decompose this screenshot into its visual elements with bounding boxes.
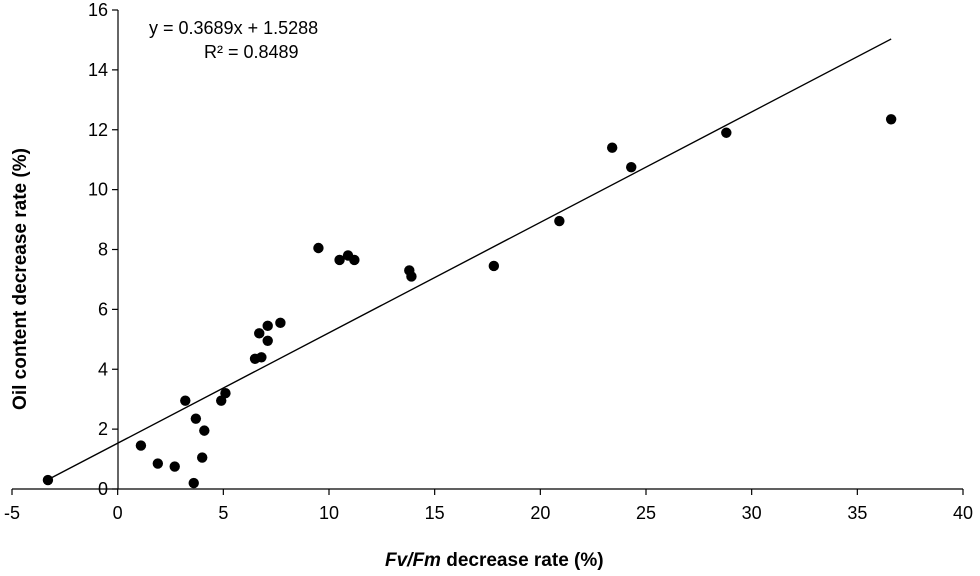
data-point [42,474,54,486]
data-point [180,395,191,406]
data-point [135,440,147,451]
y-tick-label: 12 [88,120,108,140]
y-tick-label: 6 [98,299,108,319]
x-axis: -5 0 5 10 15 20 25 30 35 40 [4,488,973,523]
r-squared-label: R² = 0.8489 [204,42,299,62]
data-point [220,388,231,399]
trendline-equation: y = 0.3689x + 1.5288 [149,18,318,38]
x-tick-label: 0 [113,503,123,523]
data-point [254,328,265,339]
data-point [188,477,199,489]
x-tick-label: 30 [742,503,762,523]
data-point [275,317,286,329]
data-point [626,161,637,173]
x-tick-label: 5 [218,503,228,523]
data-point [488,260,500,272]
data-point [349,254,360,266]
data-point [190,413,202,424]
x-tick-label: -5 [4,503,20,523]
x-axis-title-italic: Fv/Fm [385,550,441,571]
x-axis-title-rest: decrease rate (%) [441,550,604,571]
data-point [262,320,273,332]
data-point [262,335,273,347]
x-tick-label: 20 [530,503,550,523]
data-point [313,242,324,254]
data-point [721,127,732,138]
y-tick-label: 8 [98,240,108,260]
data-points [42,114,897,489]
x-tick-label: 35 [847,503,867,523]
y-tick-label: 16 [88,0,108,20]
data-point [199,425,210,436]
data-point [152,458,164,469]
data-point [169,461,180,472]
x-tick-label: 15 [425,503,445,523]
y-tick-label: 10 [88,180,108,200]
data-point [885,114,897,125]
trendline [47,38,892,481]
trendline-group [47,38,892,481]
data-point [197,452,208,463]
data-point [256,352,267,363]
y-axis-title: Oil content decrease rate (%) [10,148,31,410]
x-axis-title: Fv/Fm decrease rate (%) [385,550,604,571]
data-point [554,215,565,227]
x-tick-label: 25 [636,503,656,523]
data-point [334,254,345,266]
data-point [406,271,417,282]
y-tick-label: 4 [98,359,108,379]
y-tick-label: 2 [98,419,108,439]
data-point [606,142,618,153]
x-tick-label: 40 [953,503,973,523]
y-tick-label: 14 [88,60,108,80]
x-tick-label: 10 [319,503,339,523]
